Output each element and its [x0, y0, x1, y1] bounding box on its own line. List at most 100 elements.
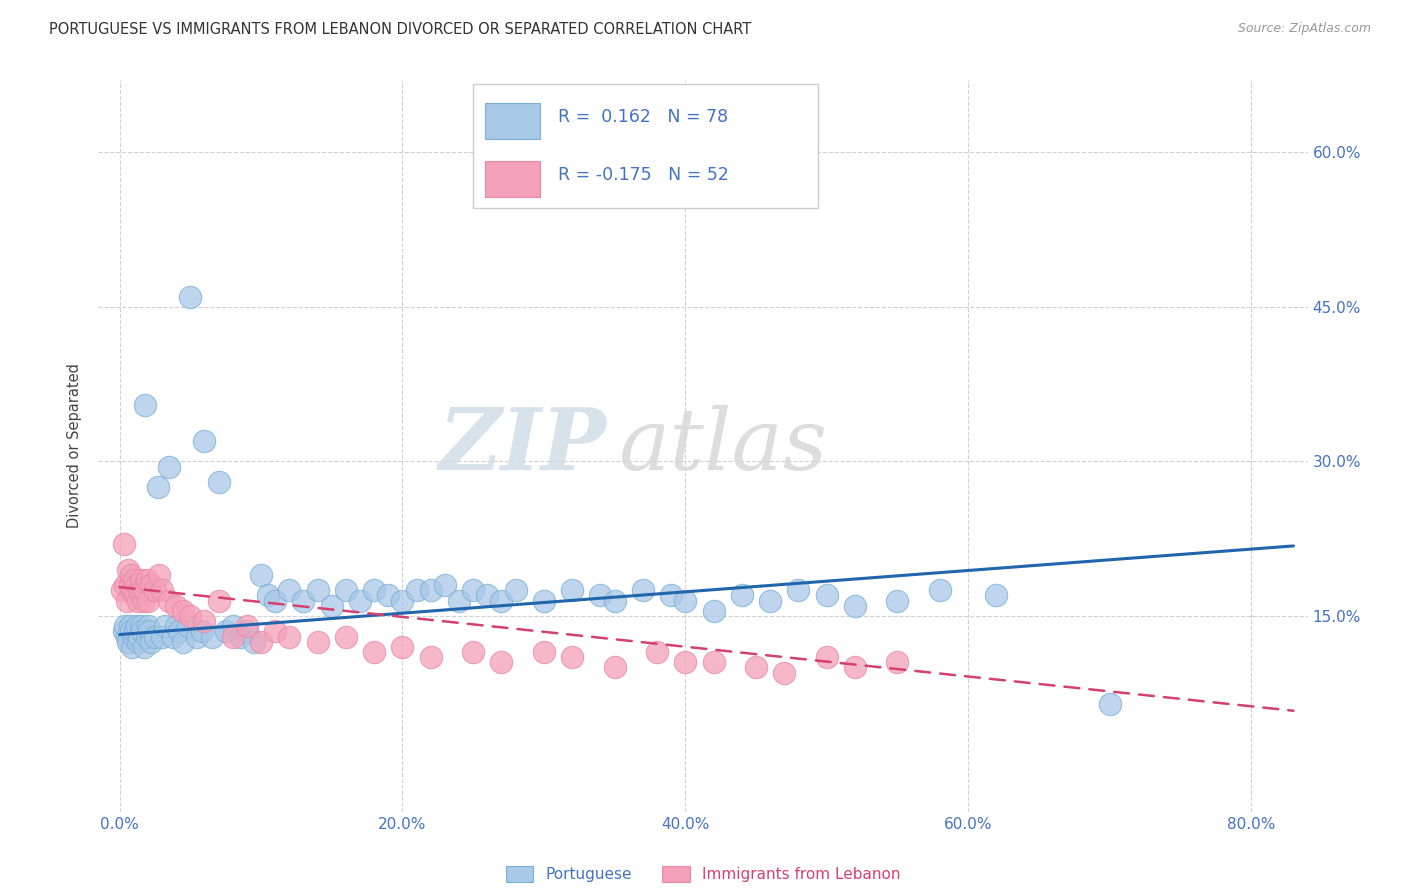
Point — [264, 624, 287, 639]
Point — [193, 434, 215, 448]
Point — [121, 583, 143, 598]
Point — [229, 630, 252, 644]
Text: Source: ZipAtlas.com: Source: ZipAtlas.com — [1237, 22, 1371, 36]
Point — [335, 630, 357, 644]
Point — [703, 604, 725, 618]
Point — [120, 624, 142, 639]
Point — [135, 573, 157, 587]
Point — [127, 634, 149, 648]
Point — [673, 593, 696, 607]
Point — [129, 573, 152, 587]
Point — [631, 583, 654, 598]
Point — [391, 640, 413, 654]
Point — [447, 593, 470, 607]
Point — [349, 593, 371, 607]
Point — [250, 634, 273, 648]
Point — [172, 634, 194, 648]
Point — [731, 588, 754, 602]
Point — [787, 583, 810, 598]
Point — [118, 578, 141, 592]
Point — [122, 630, 145, 644]
Point — [134, 398, 156, 412]
Point — [131, 624, 153, 639]
Point — [200, 630, 222, 644]
Point — [186, 630, 208, 644]
Point — [111, 583, 134, 598]
Point — [139, 578, 162, 592]
FancyBboxPatch shape — [485, 161, 540, 197]
Y-axis label: Divorced or Separated: Divorced or Separated — [67, 364, 83, 528]
Point — [886, 593, 908, 607]
Point — [561, 583, 583, 598]
Point — [236, 619, 259, 633]
Point — [165, 599, 187, 613]
Point — [405, 583, 427, 598]
Point — [589, 588, 612, 602]
Point — [1098, 697, 1121, 711]
Point — [157, 593, 180, 607]
Point — [222, 619, 245, 633]
Point — [278, 583, 301, 598]
FancyBboxPatch shape — [474, 84, 818, 209]
Point — [150, 630, 173, 644]
Point — [112, 624, 135, 639]
Point — [167, 624, 190, 639]
Point — [419, 583, 441, 598]
Point — [176, 619, 198, 633]
Point — [321, 599, 343, 613]
Point — [132, 640, 155, 654]
Point — [114, 619, 136, 633]
Point — [844, 599, 866, 613]
Point — [117, 634, 139, 648]
Point — [645, 645, 668, 659]
Point — [118, 619, 141, 633]
Point — [335, 583, 357, 598]
Point — [773, 665, 796, 680]
Point — [136, 593, 159, 607]
FancyBboxPatch shape — [485, 103, 540, 139]
Point — [292, 593, 315, 607]
Point — [146, 480, 169, 494]
Point — [377, 588, 399, 602]
Point — [278, 630, 301, 644]
Point — [138, 624, 160, 639]
Point — [127, 593, 149, 607]
Point — [886, 656, 908, 670]
Point — [928, 583, 950, 598]
Point — [134, 583, 156, 598]
Point — [120, 567, 142, 582]
Point — [391, 593, 413, 607]
Point — [117, 563, 139, 577]
Text: atlas: atlas — [619, 405, 828, 487]
Point — [125, 619, 148, 633]
Point — [131, 583, 153, 598]
Point — [165, 619, 187, 633]
Point — [179, 290, 201, 304]
Point — [129, 619, 152, 633]
Point — [157, 459, 180, 474]
Point — [128, 630, 150, 644]
Text: ZIP: ZIP — [439, 404, 606, 488]
Point — [236, 624, 259, 639]
Point — [179, 609, 201, 624]
Point — [153, 619, 176, 633]
Point — [363, 583, 385, 598]
Point — [143, 630, 166, 644]
Point — [433, 578, 456, 592]
Point — [132, 593, 155, 607]
Point — [135, 630, 157, 644]
Point — [264, 593, 287, 607]
Point — [193, 614, 215, 628]
Point — [148, 567, 170, 582]
Point — [603, 593, 626, 607]
Point — [463, 645, 485, 659]
Point — [124, 588, 146, 602]
Legend: Portuguese, Immigrants from Lebanon: Portuguese, Immigrants from Lebanon — [499, 860, 907, 888]
Point — [207, 593, 229, 607]
Point — [307, 634, 329, 648]
Point — [222, 630, 245, 644]
Point — [759, 593, 782, 607]
Point — [703, 656, 725, 670]
Point — [143, 583, 166, 598]
Point — [307, 583, 329, 598]
